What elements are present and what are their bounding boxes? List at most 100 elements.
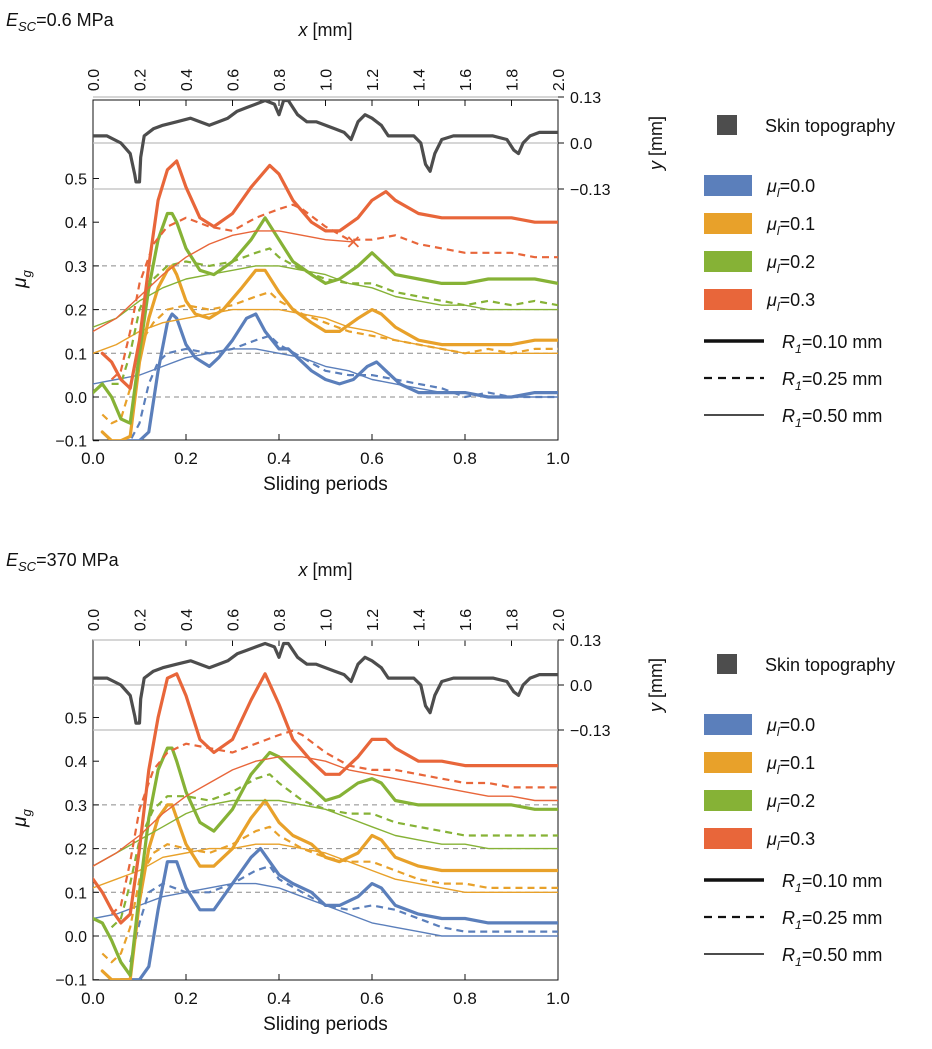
x-axis-tick-label: 0.4	[267, 989, 291, 1008]
y-axis-tick-label: 0.3	[65, 259, 87, 276]
top-axis-tick-label: 1.0	[319, 609, 336, 631]
top-axis-tick-label: 0.8	[272, 69, 289, 91]
legend-swatch-mu-1	[704, 752, 752, 773]
x-axis-label: Sliding periods	[263, 1014, 388, 1035]
chart-panel-1: ESC=0.6 MPa x [mm] 0.0 0.2 0.4 0.6 0.8 1.0 1.2 1.…	[6, 10, 895, 495]
top-axis-tick-label: 1.8	[505, 69, 522, 91]
legend-label-topography: Skin topography	[765, 116, 895, 136]
y-axis-label: μg	[10, 269, 34, 288]
top-axis-tick-label: 0.6	[226, 69, 243, 91]
plot-area	[93, 641, 558, 980]
x-axis-tick-label: 0.2	[174, 449, 198, 468]
top-axis-tick-label: 1.2	[365, 69, 382, 91]
legend-label-r1-0: R1=0.10 mm	[782, 332, 882, 356]
top-axis-tick-label: 0.6	[226, 609, 243, 631]
top-axis-tick-label: 2.0	[551, 609, 568, 631]
legend-panel-2: Skin topography μl=0.0 μl=0.1 μl=0.2 μl=0.3 R…	[704, 654, 895, 969]
panel-label: ESC=0.6 MPa	[6, 10, 115, 34]
series-line-mu03-r050	[93, 756, 558, 867]
y-axis-tick-label: 0.5	[65, 172, 87, 189]
y-axis-tick-label: 0.0	[65, 390, 87, 407]
y-axis-tick-label: 0.2	[65, 303, 87, 320]
series-line-mu00-r050	[93, 348, 558, 398]
top-axis-tick-label: 0.8	[272, 609, 289, 631]
legend-swatch-mu-0	[704, 175, 752, 196]
x-axis-tick-label: 1.0	[546, 449, 570, 468]
x-axis-tick-label: 0.6	[360, 989, 384, 1008]
chart-panel-2: ESC=370 MPa x [mm] 0.0 0.2 0.4 0.6 0.8 1.0 1.2 1.…	[6, 550, 895, 1035]
y-axis-tick-label: 0.4	[65, 754, 87, 771]
series-line-mu01-r025	[101, 291, 558, 425]
legend-label-topography: Skin topography	[765, 655, 895, 675]
y-axis-tick-label: 0.5	[65, 711, 87, 728]
right-axis-tick-label: 0.0	[570, 136, 592, 153]
series-line-mu00-r050	[93, 882, 558, 937]
legend-swatch-topography	[717, 115, 737, 135]
right-axis-tick-label: 0.0	[570, 678, 592, 695]
panel-label: ESC=370 MPa	[6, 550, 120, 574]
top-axis-tick-label: 0.0	[86, 609, 103, 631]
series-line-mu01-r025	[101, 825, 558, 964]
legend-swatch-mu-2	[704, 790, 752, 811]
top-axis-label: x [mm]	[298, 560, 353, 580]
legend-label-r1-0: R1=0.10 mm	[782, 871, 882, 895]
series-line-mu03-r010	[100, 159, 558, 390]
right-axis-tick-label: −0.13	[570, 182, 611, 199]
top-axis-tick-label: 1.4	[412, 69, 429, 91]
y-axis-tick-label: 0.4	[65, 215, 87, 232]
series-line-mu01-r050	[93, 308, 558, 354]
legend-label-mu-1: μl=0.1	[766, 753, 815, 777]
y-axis-tick-label: 0.3	[65, 798, 87, 815]
legend-label-mu-0: μl=0.0	[766, 176, 815, 200]
y-axis-tick-label: −0.1	[55, 434, 87, 451]
top-axis-tick-label: 0.4	[179, 609, 196, 631]
x-axis-tick-label: 0.2	[174, 989, 198, 1008]
legend-panel-1: Skin topography μl=0.0 μl=0.1 μl=0.2 μl=0.3 R…	[704, 115, 895, 430]
x-axis-tick-label: 0.0	[81, 449, 105, 468]
x-axis-tick-label: 0.6	[360, 449, 384, 468]
top-axis-tick-label: 1.8	[505, 609, 522, 631]
legend-swatch-topography	[717, 654, 737, 674]
right-axis-label: y [mm]	[646, 658, 666, 714]
endpoint-x-marker	[347, 236, 360, 248]
plot-area	[93, 100, 558, 440]
legend-label-mu-0: μl=0.0	[766, 715, 815, 739]
legend-label-r1-2: R1=0.50 mm	[782, 406, 882, 430]
series-line-mu01-r010	[100, 798, 558, 980]
series-line-mu02-r025	[111, 247, 558, 385]
series-line-mu03-r010	[93, 672, 558, 925]
legend-label-r1-1: R1=0.25 mm	[782, 369, 882, 393]
series-line-mu03-r025	[110, 729, 558, 915]
x-axis-label: Sliding periods	[263, 474, 388, 495]
series-line-mu00-r010	[119, 312, 558, 440]
y-axis-tick-label: −0.1	[55, 973, 87, 990]
series-line-mu03-r025	[110, 203, 558, 381]
topography-line	[93, 100, 558, 184]
x-axis-tick-label: 1.0	[546, 989, 570, 1008]
top-axis-tick-label: 1.4	[412, 609, 429, 631]
top-axis-tick-label: 1.6	[458, 69, 475, 91]
topography-line	[93, 641, 558, 725]
right-axis-tick-label: 0.13	[570, 90, 601, 107]
y-axis-label: μg	[10, 808, 34, 827]
right-axis-tick-label: 0.13	[570, 633, 601, 650]
legend-label-mu-2: μl=0.2	[766, 252, 815, 276]
top-axis-tick-label: 0.2	[133, 609, 150, 631]
right-axis-label: y [mm]	[646, 116, 666, 172]
series-line-mu01-r010	[100, 264, 558, 440]
series-line-mu00-r025	[129, 865, 558, 963]
y-axis-tick-label: 0.1	[65, 885, 87, 902]
series-line-mu02-r025	[110, 773, 558, 929]
x-axis-tick-label: 0.0	[81, 989, 105, 1008]
legend-label-mu-3: μl=0.3	[766, 290, 815, 314]
legend-swatch-mu-3	[704, 289, 752, 310]
series-line-mu02-r010	[93, 746, 558, 977]
series-line-mu02-r010	[93, 211, 558, 425]
top-axis-tick-label: 1.2	[365, 609, 382, 631]
legend-swatch-mu-1	[704, 213, 752, 234]
top-axis-tick-label: 0.0	[86, 69, 103, 91]
top-axis-tick-label: 1.0	[319, 69, 336, 91]
series-line-mu00-r010	[119, 847, 558, 980]
legend-swatch-mu-2	[704, 251, 752, 272]
